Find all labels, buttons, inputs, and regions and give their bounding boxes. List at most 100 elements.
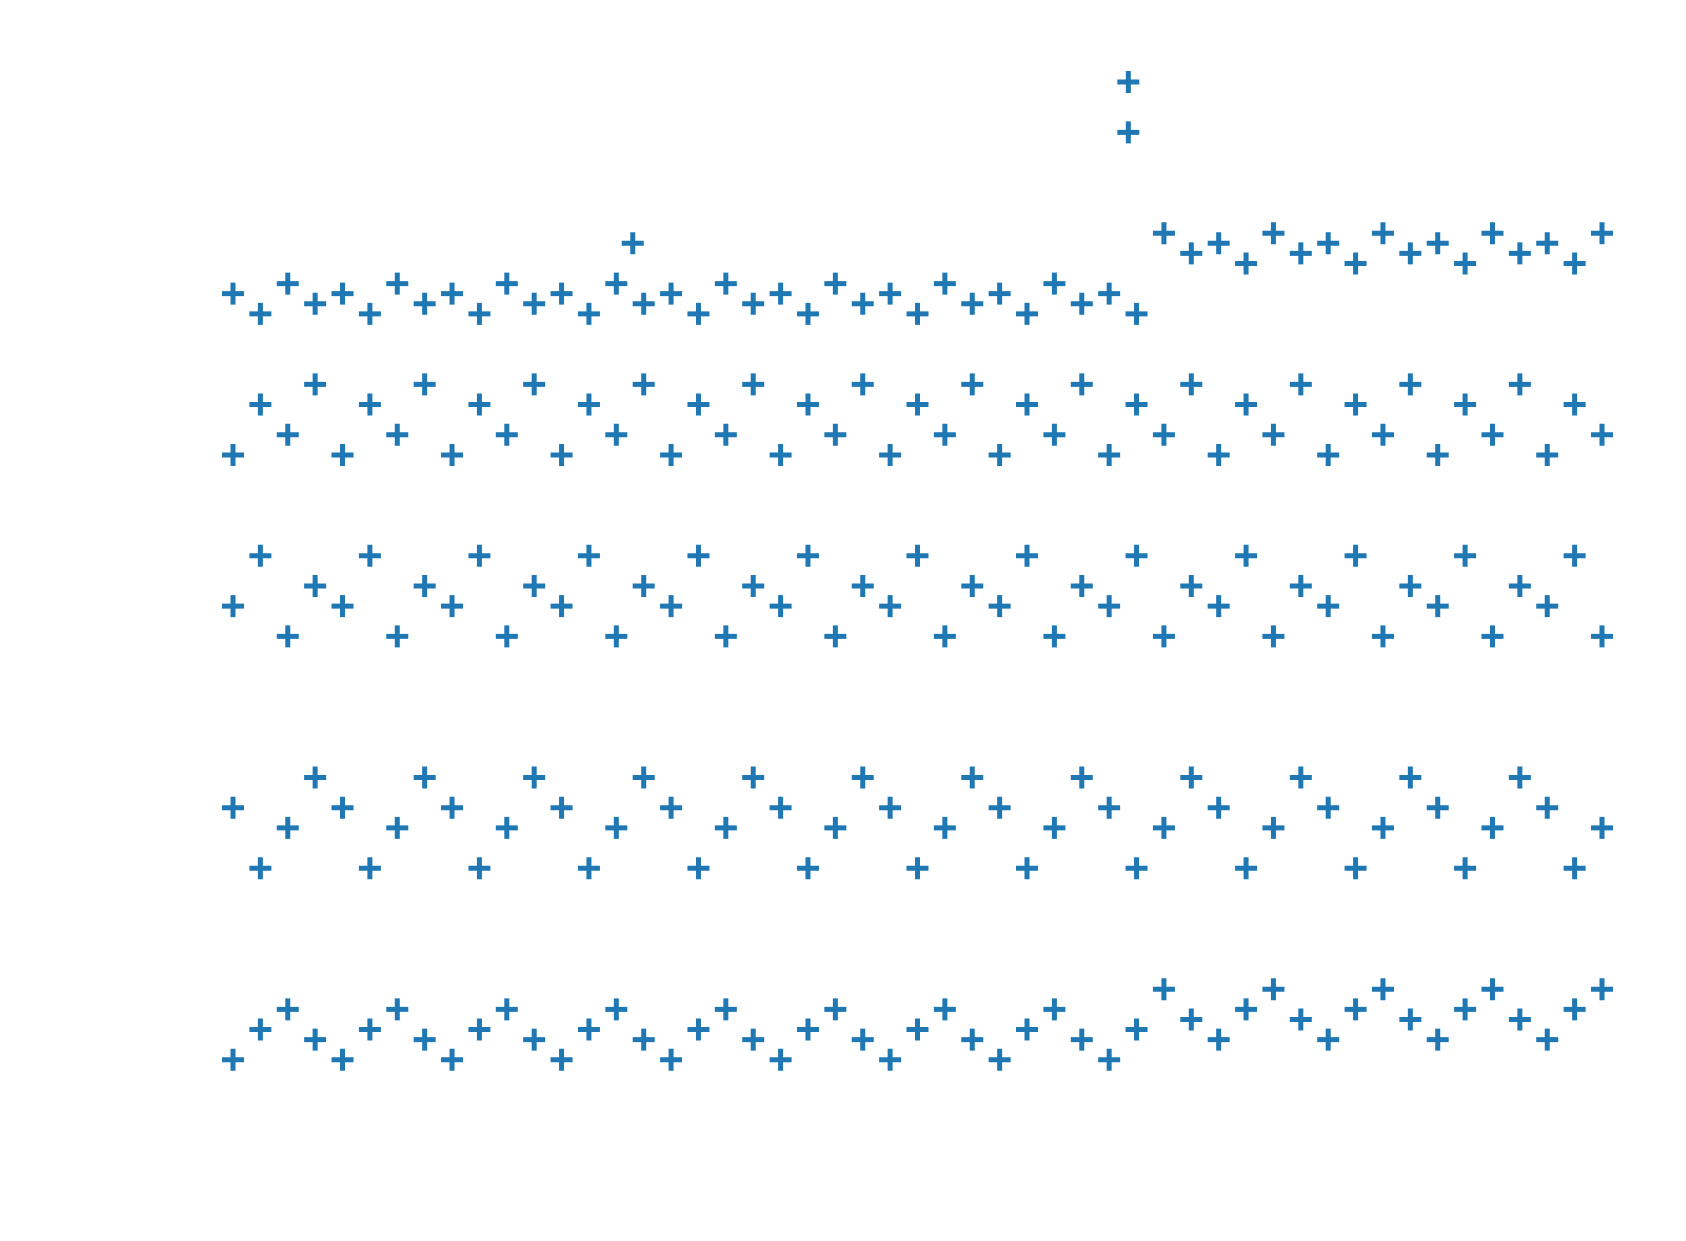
point	[523, 766, 546, 789]
point	[331, 282, 354, 305]
point	[304, 575, 327, 597]
point	[304, 292, 327, 315]
point	[413, 575, 436, 597]
point	[742, 575, 765, 597]
point	[1235, 544, 1258, 567]
point	[276, 998, 299, 1021]
point	[687, 302, 710, 325]
point	[851, 575, 874, 597]
point	[523, 1028, 546, 1051]
point	[1043, 998, 1066, 1021]
point	[660, 796, 683, 819]
point	[824, 272, 847, 295]
point	[687, 393, 710, 416]
point	[988, 443, 1011, 466]
point	[988, 595, 1011, 618]
point	[550, 1048, 573, 1071]
point	[660, 595, 683, 618]
point	[1344, 998, 1367, 1021]
point	[1536, 595, 1559, 618]
point	[632, 766, 655, 789]
point	[742, 373, 765, 396]
point	[1563, 252, 1586, 275]
point	[331, 595, 354, 618]
point	[468, 857, 491, 880]
point	[249, 1018, 272, 1041]
point	[1426, 443, 1449, 466]
point	[1180, 1008, 1203, 1031]
point	[988, 796, 1011, 819]
point	[1454, 998, 1477, 1021]
point	[1563, 393, 1586, 416]
point	[687, 544, 710, 567]
point	[879, 595, 902, 618]
point	[1262, 423, 1285, 446]
point	[1591, 423, 1613, 446]
point	[441, 595, 464, 618]
point	[1426, 232, 1449, 255]
point	[906, 393, 929, 416]
point	[988, 1048, 1011, 1071]
point	[441, 443, 464, 466]
point	[1016, 1018, 1039, 1041]
point	[1152, 978, 1175, 1001]
point	[1426, 796, 1449, 819]
point	[796, 302, 819, 325]
point	[824, 423, 847, 446]
point	[714, 272, 737, 295]
point	[1180, 766, 1203, 789]
point	[632, 1028, 655, 1051]
point	[468, 1018, 491, 1041]
point	[1098, 282, 1121, 305]
point	[660, 282, 683, 305]
point	[879, 796, 902, 819]
point	[1043, 272, 1066, 295]
point	[1180, 575, 1203, 597]
point	[1317, 1028, 1340, 1051]
point	[1235, 252, 1258, 275]
point	[441, 796, 464, 819]
point	[632, 373, 655, 396]
point	[1152, 816, 1175, 839]
point	[1152, 625, 1175, 648]
point	[1481, 978, 1504, 1001]
point	[906, 1018, 929, 1041]
point	[687, 1018, 710, 1041]
point	[933, 625, 956, 648]
point	[1454, 857, 1477, 880]
point	[687, 857, 710, 880]
point	[1125, 393, 1148, 416]
point	[358, 393, 381, 416]
point	[1207, 443, 1230, 466]
point	[933, 816, 956, 839]
point	[824, 998, 847, 1021]
point	[386, 816, 409, 839]
point	[1591, 978, 1613, 1001]
point	[1016, 393, 1039, 416]
point	[577, 393, 600, 416]
point	[495, 625, 518, 648]
point	[441, 1048, 464, 1071]
point	[1563, 998, 1586, 1021]
point	[1591, 222, 1613, 245]
point	[1317, 443, 1340, 466]
point	[413, 1028, 436, 1051]
point	[769, 1048, 792, 1071]
point	[1207, 232, 1230, 255]
point	[495, 272, 518, 295]
point	[550, 796, 573, 819]
point	[550, 282, 573, 305]
point	[933, 272, 956, 295]
point	[495, 816, 518, 839]
point	[1098, 1048, 1121, 1071]
point	[577, 544, 600, 567]
point	[1481, 816, 1504, 839]
point	[796, 393, 819, 416]
point	[1508, 1008, 1531, 1031]
point	[1016, 544, 1039, 567]
point	[1207, 796, 1230, 819]
point	[906, 857, 929, 880]
point	[222, 443, 244, 466]
point	[523, 292, 546, 315]
